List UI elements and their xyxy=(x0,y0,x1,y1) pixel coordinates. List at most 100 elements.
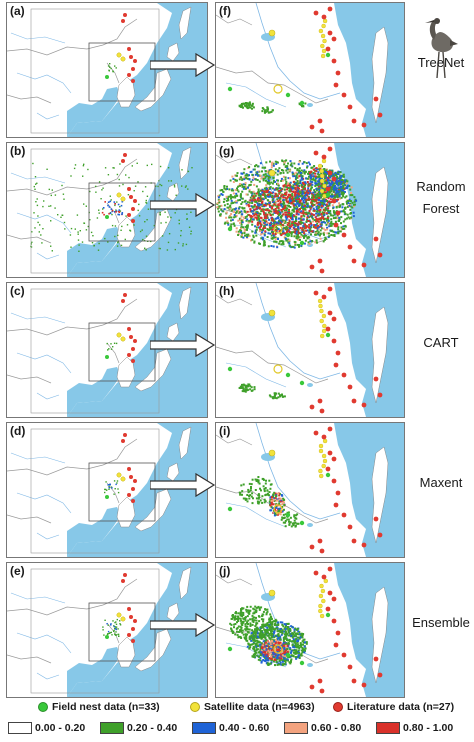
literature-point xyxy=(121,159,125,163)
literature-point xyxy=(131,359,135,363)
literature-point xyxy=(133,199,137,203)
literature-point xyxy=(361,402,367,408)
model-row: (a) (f) TreeNet xyxy=(0,2,474,140)
suitability-legend: 0.00 - 0.20 0.20 - 0.40 0.40 - 0.60 0.60… xyxy=(0,722,474,738)
literature-point xyxy=(313,290,319,296)
literature-point xyxy=(317,678,323,684)
field-nest-point xyxy=(105,355,109,359)
satellite-point xyxy=(319,583,324,589)
satellite-point xyxy=(318,448,324,454)
class-label: 0.80 - 1.00 xyxy=(403,722,454,734)
zoom-map: (g) xyxy=(215,142,405,278)
literature-point xyxy=(317,118,323,124)
legend-literature: Literature data (n=27) xyxy=(333,701,454,713)
field-nest-point xyxy=(299,660,305,666)
literature-point xyxy=(331,316,337,322)
class-label: 0.20 - 0.40 xyxy=(127,722,178,734)
crane-bird-icon xyxy=(410,14,470,80)
satellite-dot xyxy=(190,702,200,712)
literature-point xyxy=(309,544,315,550)
literature-point xyxy=(373,376,379,382)
literature-point xyxy=(325,606,331,612)
literature-point xyxy=(347,664,353,670)
zoom-map: (j) xyxy=(215,562,405,698)
literature-point xyxy=(351,538,357,544)
field-nest-point xyxy=(105,495,109,499)
overview-map: (c) xyxy=(6,282,208,418)
literature-point xyxy=(327,450,333,456)
literature-point xyxy=(327,6,333,12)
satellite-point xyxy=(268,309,276,317)
literature-point xyxy=(127,213,131,217)
satellite-point xyxy=(319,318,324,324)
satellite-point xyxy=(116,52,122,58)
satellite-point xyxy=(268,169,276,177)
literature-point xyxy=(351,398,357,404)
model-label-word: Maxent xyxy=(419,475,463,490)
literature-point xyxy=(377,392,383,398)
satellite-point xyxy=(268,589,276,597)
zoom-arrow-icon xyxy=(150,612,216,638)
literature-dot xyxy=(333,702,343,712)
literature-point xyxy=(327,286,333,292)
overview-map: (a) xyxy=(6,2,208,138)
panel-label: (h) xyxy=(219,284,235,298)
literature-point xyxy=(325,46,331,52)
literature-point xyxy=(373,656,379,662)
satellite-point xyxy=(120,476,126,482)
literature-point xyxy=(325,466,331,472)
literature-point xyxy=(327,426,333,432)
literature-point xyxy=(123,433,127,437)
literature-point xyxy=(333,502,339,508)
literature-point xyxy=(331,618,337,624)
field-nest-point xyxy=(227,646,233,652)
literature-point xyxy=(333,362,339,368)
literature-point xyxy=(123,573,127,577)
literature-point xyxy=(331,36,337,42)
satellite-point xyxy=(321,598,326,604)
literature-point xyxy=(127,47,131,51)
literature-point xyxy=(131,207,135,211)
literature-point xyxy=(131,79,135,83)
literature-point xyxy=(123,153,127,157)
satellite-point xyxy=(319,168,324,174)
literature-point xyxy=(121,579,125,583)
model-label-word: CART xyxy=(423,335,459,350)
literature-point xyxy=(361,122,367,128)
literature-point xyxy=(127,73,131,77)
literature-point xyxy=(129,475,133,479)
panel-label: (d) xyxy=(10,424,26,438)
satellite-point xyxy=(321,463,326,469)
literature-point xyxy=(309,124,315,130)
model-label-word: Forest xyxy=(422,201,460,216)
satellite-point xyxy=(322,458,328,464)
zoom-map: (h) xyxy=(215,282,405,418)
literature-point xyxy=(127,353,131,357)
legend-class: 0.40 - 0.60 xyxy=(192,722,269,734)
literature-point xyxy=(361,542,367,548)
literature-point xyxy=(377,532,383,538)
satellite-point xyxy=(320,33,326,39)
satellite-point xyxy=(321,48,327,54)
literature-point xyxy=(317,538,323,544)
satellite-point xyxy=(320,53,326,59)
model-name: Maxent xyxy=(408,472,474,494)
model-name: TreeNet xyxy=(408,52,474,74)
literature-point xyxy=(361,682,367,688)
satellite-point xyxy=(321,328,327,334)
satellite-point xyxy=(323,578,329,584)
legend-class: 0.60 - 0.80 xyxy=(284,722,361,734)
model-row: (c) (h) CART xyxy=(0,282,474,420)
literature-point xyxy=(347,244,353,250)
zoom-extent-box xyxy=(88,42,156,102)
satellite-point xyxy=(322,18,328,24)
zoom-arrow-icon xyxy=(150,52,216,78)
class-swatch xyxy=(192,722,216,734)
literature-point xyxy=(133,619,137,623)
field-nest-point xyxy=(285,372,291,378)
field-nest-point xyxy=(105,635,109,639)
field-nest-point xyxy=(299,240,305,246)
model-label-word: Ensemble xyxy=(412,615,470,630)
literature-point xyxy=(131,499,135,503)
satellite-point xyxy=(273,504,283,514)
